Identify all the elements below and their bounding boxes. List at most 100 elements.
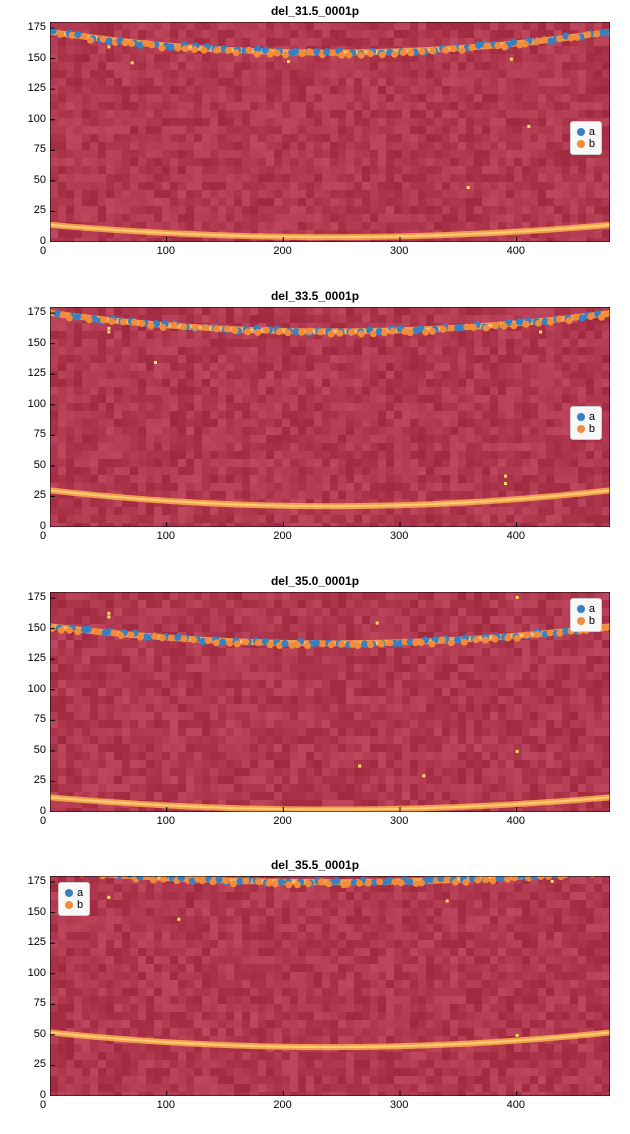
ytick-label: 25: [34, 204, 46, 216]
series-b-marker: [522, 41, 529, 48]
series-b-marker: [147, 322, 154, 329]
series-b-marker: [318, 878, 325, 885]
xtick-label: 300: [390, 1099, 408, 1111]
series-b-marker: [244, 328, 251, 335]
legend: ab: [570, 406, 602, 440]
series-b-marker: [233, 49, 240, 56]
series-b-marker: [452, 879, 459, 886]
series-b-marker: [556, 35, 563, 42]
series-b-marker: [407, 50, 414, 57]
legend-item-b: b: [577, 423, 595, 435]
xtick-label: 400: [507, 1099, 525, 1111]
series-b-marker: [255, 639, 262, 646]
legend-dot-icon: [577, 605, 585, 613]
legend-label-b: b: [77, 899, 83, 911]
series-a-marker: [292, 48, 299, 55]
legend-item-a: a: [65, 887, 83, 899]
series-a-marker: [406, 878, 413, 885]
series-b-marker: [500, 323, 507, 330]
series-b-marker: [100, 316, 107, 323]
series-b-marker: [192, 324, 199, 331]
series-b-marker: [225, 47, 232, 54]
legend-item-b: b: [65, 899, 83, 911]
legend-dot-icon: [577, 128, 585, 136]
ytick-label: 175: [28, 875, 46, 887]
series-b-marker: [128, 40, 135, 47]
series-b-marker: [202, 324, 209, 331]
series-b-marker: [419, 48, 426, 55]
ytick-label: 25: [34, 489, 46, 501]
xtick-label: 100: [157, 245, 175, 257]
series-b-marker: [584, 31, 591, 38]
series-b-marker: [492, 322, 499, 329]
series-b-marker: [473, 636, 480, 643]
series-b-marker: [534, 631, 541, 638]
subplot: del_35.0_0001p01002003004000255075100125…: [0, 592, 630, 812]
ytick-label: 0: [40, 805, 46, 817]
series-b-marker: [306, 48, 313, 55]
series-b-marker: [266, 880, 273, 887]
series-b-marker: [459, 47, 466, 54]
legend: ab: [570, 598, 602, 632]
series-b-marker: [213, 325, 220, 332]
ytick-label: 125: [28, 367, 46, 379]
series-b-marker: [128, 631, 135, 638]
series-b-marker: [205, 637, 212, 644]
xtick-label: 300: [390, 530, 408, 542]
series-b-marker: [556, 316, 563, 323]
legend-item-b: b: [577, 615, 595, 627]
subplot: del_35.5_0001p01002003004000255075100125…: [0, 876, 630, 1096]
series-b-marker: [180, 323, 187, 330]
series-b-marker: [556, 630, 563, 637]
chart-svg: [50, 876, 610, 1096]
series-b-marker: [356, 880, 363, 887]
series-b-marker: [137, 634, 144, 641]
series-b-marker: [534, 38, 541, 45]
xtick-label: 400: [507, 815, 525, 827]
ytick-label: 150: [28, 337, 46, 349]
series-b-marker: [547, 319, 554, 326]
series-b-marker: [138, 320, 145, 327]
series-b-marker: [367, 641, 374, 648]
figure: del_31.5_0001p01002003004000255075100125…: [0, 0, 630, 1134]
legend-item-a: a: [577, 603, 595, 615]
series-b-marker: [159, 45, 166, 52]
ytick-label: 0: [40, 1089, 46, 1101]
series-b-marker: [86, 316, 93, 323]
ytick-label: 75: [34, 713, 46, 725]
series-b-marker: [418, 639, 425, 646]
series-b-marker: [191, 46, 198, 53]
series-b-marker: [547, 629, 554, 636]
series-b-marker: [501, 43, 508, 50]
ytick-label: 100: [28, 398, 46, 410]
series-b-marker: [365, 880, 372, 887]
series-b-marker: [422, 329, 429, 336]
subplot: del_33.5_0001p01002003004000255075100125…: [0, 307, 630, 527]
series-b-marker: [494, 42, 501, 49]
series-b-marker: [294, 641, 301, 648]
ytick-label: 150: [28, 622, 46, 634]
series-b-marker: [151, 633, 158, 640]
ytick-label: 50: [34, 1028, 46, 1040]
series-b-marker: [587, 313, 594, 320]
ytick-label: 0: [40, 520, 46, 532]
xtick-label: 200: [273, 1099, 291, 1111]
series-b-marker: [299, 50, 306, 57]
series-b-marker: [474, 877, 481, 884]
series-b-marker: [603, 310, 610, 317]
series-b-marker: [120, 318, 127, 325]
series-b-marker: [57, 31, 64, 38]
legend: ab: [58, 882, 90, 916]
series-b-marker: [230, 880, 237, 887]
series-b-marker: [346, 52, 353, 59]
series-b-marker: [243, 878, 250, 885]
legend-dot-icon: [577, 617, 585, 625]
series-b-marker: [429, 328, 436, 335]
legend-item-a: a: [577, 126, 595, 138]
ytick-label: 150: [28, 906, 46, 918]
xtick-label: 100: [157, 530, 175, 542]
series-b-marker: [245, 47, 252, 54]
series-b-marker: [58, 627, 65, 634]
legend-dot-icon: [65, 889, 73, 897]
series-b-marker: [234, 640, 241, 647]
